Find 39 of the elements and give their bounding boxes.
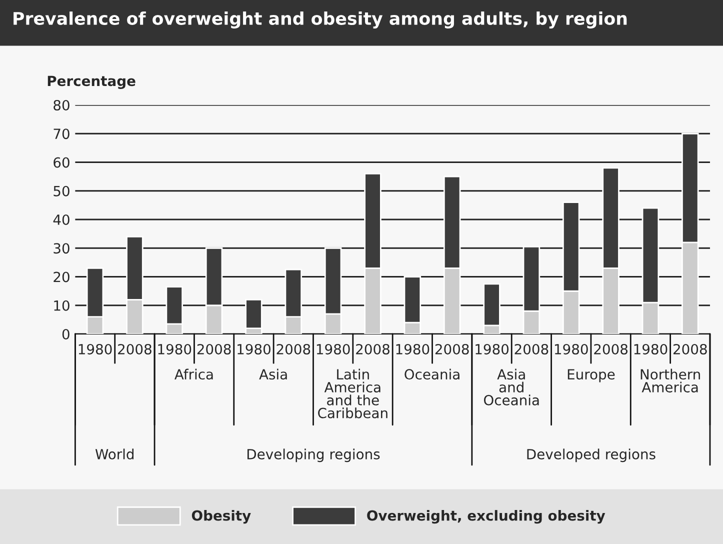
text: Europe bbox=[568, 369, 615, 382]
y-tick-label: 10 bbox=[54, 300, 70, 311]
y-tick-label: 50 bbox=[54, 186, 70, 196]
text: World bbox=[95, 448, 134, 460]
x-tick-label: 1980 bbox=[158, 344, 192, 354]
x-tick-label: 2008 bbox=[673, 344, 707, 354]
x-tick-label: 2008 bbox=[276, 344, 310, 354]
x-tick-label: 2008 bbox=[118, 344, 152, 354]
x-tick-label: 1980 bbox=[238, 344, 270, 354]
text: Asia and Oceania bbox=[484, 368, 539, 406]
x-tick-label: 1980 bbox=[554, 344, 588, 354]
y-tick-label: 70 bbox=[54, 128, 70, 140]
x-tick-label: 2008 bbox=[594, 344, 628, 354]
y-tick-label: 80 bbox=[54, 100, 70, 110]
x-tick-label: 1980 bbox=[316, 344, 350, 354]
text: Oceania bbox=[404, 368, 460, 380]
x-tick-label: 2008 bbox=[356, 344, 390, 354]
text: Northern America bbox=[640, 368, 700, 392]
chart-title: Prevalence of overweight and obesity among adults, by region bbox=[14, 12, 627, 28]
text: Latin America and the Caribbean bbox=[318, 368, 388, 418]
y-tick-label: 20 bbox=[54, 272, 70, 282]
x-tick-label: 2008 bbox=[197, 344, 231, 354]
text: Africa bbox=[174, 368, 213, 380]
y-axis-title: Percentage bbox=[48, 76, 136, 89]
text: Developing regions bbox=[247, 448, 380, 462]
x-tick-label: 1980 bbox=[396, 344, 430, 354]
y-tick-label: 40 bbox=[53, 214, 70, 225]
x-tick-label: 2008 bbox=[435, 344, 469, 354]
y-tick-label: 30 bbox=[54, 243, 70, 254]
y-tick-label: 60 bbox=[54, 157, 70, 168]
text: Asia bbox=[259, 368, 287, 380]
x-tick-label: 1980 bbox=[634, 344, 668, 354]
x-tick-label: 2008 bbox=[514, 344, 548, 354]
legend-label: Obesity bbox=[192, 510, 251, 524]
x-tick-label: 1980 bbox=[78, 344, 112, 354]
text: Developed regions bbox=[527, 448, 656, 462]
y-tick-label: 0 bbox=[62, 328, 70, 340]
legend-label: Overweight, excluding obesity bbox=[367, 510, 606, 524]
x-tick-label: 1980 bbox=[476, 344, 509, 354]
